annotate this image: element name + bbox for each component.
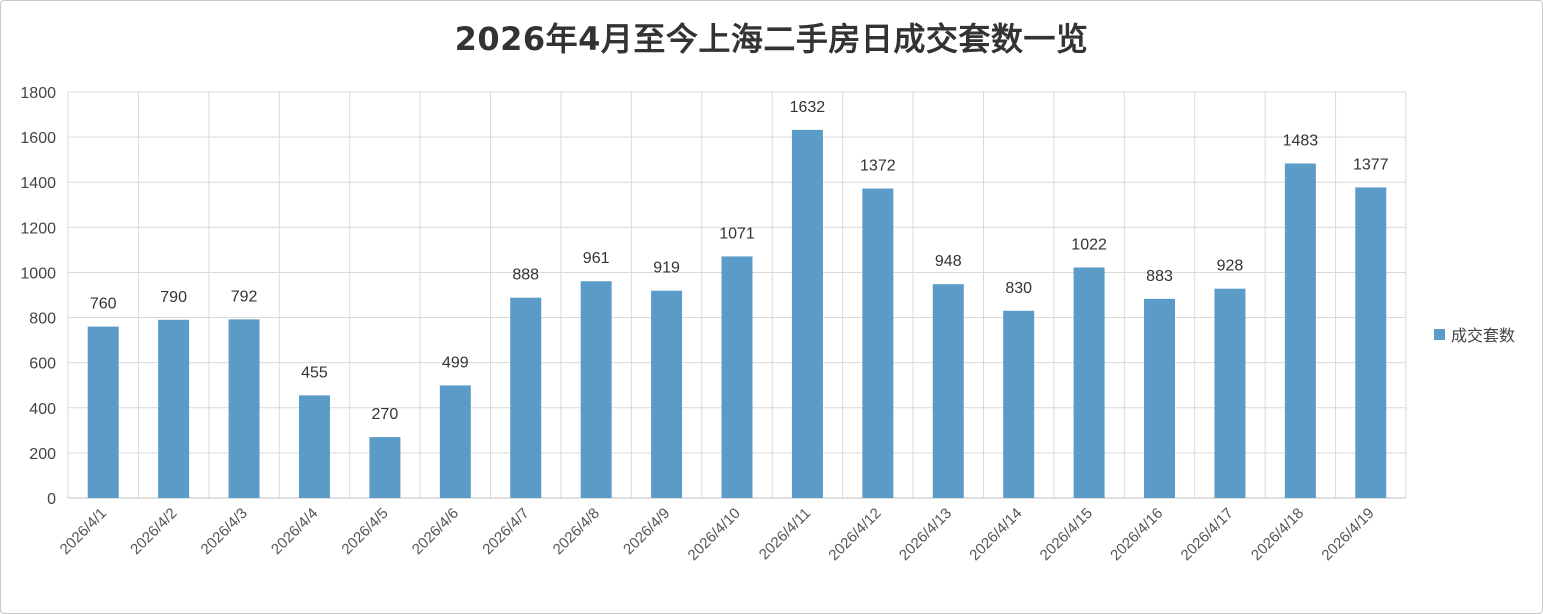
x-tick-label: 2026/4/10 — [685, 505, 744, 564]
bar — [1214, 288, 1246, 498]
data-label: 1483 — [1283, 133, 1319, 150]
bar — [1003, 310, 1035, 498]
data-label: 270 — [372, 406, 399, 423]
data-label: 888 — [512, 267, 539, 284]
bar — [721, 256, 753, 498]
data-label: 455 — [301, 364, 328, 381]
y-tick-label: 200 — [29, 446, 56, 463]
legend: 成交套数 — [1434, 322, 1515, 346]
x-tick-label: 2026/4/4 — [268, 505, 321, 558]
data-label: 883 — [1146, 268, 1173, 285]
bar — [862, 188, 894, 498]
x-tick-label: 2026/4/1 — [57, 505, 110, 558]
y-tick-label: 600 — [29, 356, 56, 373]
bar — [510, 297, 542, 498]
y-tick-label: 1400 — [20, 175, 56, 192]
x-tick-label: 2026/4/8 — [550, 505, 603, 558]
data-label: 1632 — [790, 99, 826, 116]
x-tick-label: 2026/4/13 — [896, 505, 955, 564]
y-tick-label: 1800 — [20, 85, 56, 102]
x-tick-label: 2026/4/18 — [1248, 505, 1307, 564]
data-label: 1022 — [1071, 236, 1107, 253]
bar — [651, 290, 683, 498]
legend-label: 成交套数 — [1451, 326, 1516, 345]
data-label: 1071 — [719, 225, 755, 242]
data-label: 760 — [90, 296, 117, 313]
bar — [1073, 267, 1105, 498]
bar — [369, 437, 401, 498]
bar — [580, 281, 612, 498]
x-tick-label: 2026/4/15 — [1037, 505, 1096, 564]
bar — [1144, 298, 1176, 498]
bar — [932, 284, 964, 498]
legend-swatch — [1434, 328, 1445, 340]
data-label: 961 — [583, 250, 610, 267]
bar — [158, 319, 190, 498]
data-label: 919 — [653, 260, 680, 277]
x-tick-label: 2026/4/16 — [1107, 505, 1166, 564]
x-tick-label: 2026/4/5 — [338, 505, 391, 558]
x-tick-label: 2026/4/14 — [966, 505, 1025, 564]
bar — [228, 319, 260, 498]
bar — [1284, 163, 1316, 499]
bar — [87, 326, 119, 498]
bar — [298, 395, 330, 498]
x-tick-label: 2026/4/2 — [127, 505, 180, 558]
x-tick-label: 2026/4/6 — [409, 505, 462, 558]
data-label: 1377 — [1353, 156, 1389, 173]
x-tick-label: 2026/4/11 — [756, 505, 814, 563]
bar — [439, 385, 471, 498]
chart-title: 2026年4月至今上海二手房日成交套数一览 — [454, 20, 1089, 58]
data-label: 499 — [442, 354, 469, 371]
x-tick-label: 2026/4/7 — [479, 505, 532, 558]
data-label: 830 — [1005, 280, 1032, 297]
y-tick-label: 1200 — [20, 220, 56, 237]
data-label: 790 — [160, 289, 187, 306]
data-label: 792 — [231, 288, 258, 305]
x-tick-label: 2026/4/12 — [825, 505, 884, 564]
bar — [1355, 187, 1387, 498]
y-tick-label: 400 — [29, 401, 56, 418]
y-tick-label: 0 — [47, 491, 56, 508]
bar — [791, 129, 823, 499]
data-label: 928 — [1217, 258, 1244, 275]
x-tick-label: 2026/4/17 — [1178, 505, 1237, 564]
y-tick-label: 1000 — [20, 265, 56, 282]
x-tick-label: 2026/4/19 — [1318, 505, 1377, 564]
y-tick-label: 800 — [29, 311, 56, 328]
x-tick-label: 2026/4/9 — [620, 505, 673, 558]
y-tick-label: 1600 — [20, 130, 56, 147]
data-label: 1372 — [860, 158, 896, 175]
data-label: 948 — [935, 253, 962, 270]
x-tick-label: 2026/4/3 — [198, 505, 251, 558]
